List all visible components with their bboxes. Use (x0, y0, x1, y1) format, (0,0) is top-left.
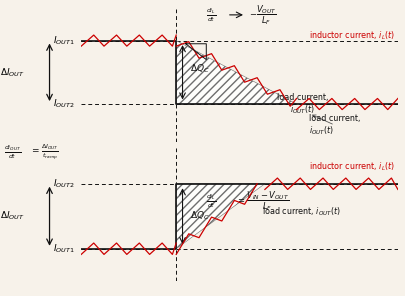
Text: $\Delta Q_C$: $\Delta Q_C$ (190, 63, 210, 75)
Text: $I_{OUT1}$: $I_{OUT1}$ (53, 242, 75, 255)
Text: $\frac{di_L}{dt}$: $\frac{di_L}{dt}$ (205, 192, 216, 210)
Text: $\Delta I_{OUT}$: $\Delta I_{OUT}$ (0, 210, 24, 223)
Text: inductor current, $i_L(t)$: inductor current, $i_L(t)$ (308, 29, 394, 42)
Polygon shape (176, 41, 296, 104)
Text: $= \dfrac{V_{IN} - V_{OUT}}{L_F}$: $= \dfrac{V_{IN} - V_{OUT}}{L_F}$ (236, 189, 289, 213)
Text: $t_{ramp}$: $t_{ramp}$ (165, 295, 187, 296)
Text: $-\dfrac{V_{OUT}}{L_F}$: $-\dfrac{V_{OUT}}{L_F}$ (248, 3, 276, 27)
Polygon shape (176, 184, 264, 249)
Text: $= \frac{\Delta I_{OUT}}{t_{ramp}}$: $= \frac{\Delta I_{OUT}}{t_{ramp}}$ (30, 143, 59, 162)
Text: $\Delta I_{OUT}$: $\Delta I_{OUT}$ (0, 66, 24, 78)
Text: inductor current, $i_L(t)$: inductor current, $i_L(t)$ (308, 160, 394, 173)
Text: $\Delta Q_C$: $\Delta Q_C$ (190, 210, 210, 223)
Text: $I_{OUT2}$: $I_{OUT2}$ (53, 178, 75, 190)
Text: $\frac{di_L}{dt}$: $\frac{di_L}{dt}$ (205, 6, 216, 24)
Text: load current,
$i_{OUT}(t)$: load current, $i_{OUT}(t)$ (309, 114, 360, 137)
Text: $\frac{di_{OUT}}{dt}$: $\frac{di_{OUT}}{dt}$ (4, 144, 21, 161)
Text: load current,
$i_{OUT}(t)$: load current, $i_{OUT}(t)$ (277, 93, 328, 116)
Text: $I_{OUT2}$: $I_{OUT2}$ (53, 98, 75, 110)
Text: load current, $i_{OUT}(t)$: load current, $i_{OUT}(t)$ (261, 206, 340, 218)
Text: $I_{OUT1}$: $I_{OUT1}$ (53, 34, 75, 47)
